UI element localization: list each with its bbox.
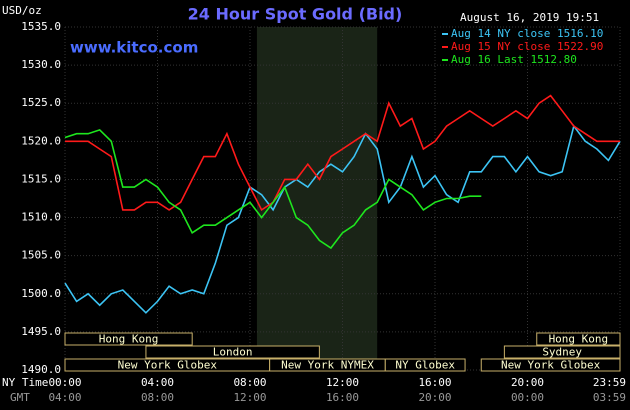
x2-tick-label: 03:59 [593,391,626,404]
y-tick-label: 1495.0 [21,325,61,338]
legend-label: Aug 15 NY close 1522.90 [451,40,603,53]
session-label: New York Globex [501,359,601,372]
session-label: NY Globex [395,359,455,372]
session-box [503,345,621,359]
legend-label: Aug 16 Last 1512.80 [451,53,577,66]
x-tick-label: 20:00 [511,376,544,389]
session-box [384,358,466,372]
session-box [145,345,320,359]
chart-date: August 16, 2019 19:51 [460,11,599,24]
x-tick-label: 00:00 [48,376,81,389]
y-tick-label: 1500.0 [21,287,61,300]
session-label: New York Globex [118,359,218,372]
x2-tick-label: 04:00 [48,391,81,404]
series-line [65,94,620,212]
session-box [536,332,621,346]
x-tick-label: 04:00 [141,376,174,389]
x-tick-label: 23:59 [593,376,626,389]
session-box [64,332,193,346]
y-tick-label: 1515.0 [21,172,61,185]
y-tick-label: 1505.0 [21,249,61,262]
y-tick-label: 1535.0 [21,20,61,33]
chart-title: 24 Hour Spot Gold (Bid) [188,5,403,24]
x2-axis-label: GMT [10,391,30,404]
y-tick-label: 1530.0 [21,58,61,71]
session-label: London [213,346,253,359]
x2-tick-label: 08:00 [141,391,174,404]
series-line [64,124,621,314]
site-label: www.kitco.com [70,39,198,57]
x2-tick-label: 12:00 [233,391,266,404]
x-tick-label: 16:00 [418,376,451,389]
session-label: Hong Kong [549,333,609,346]
y-tick-label: 1510.0 [21,211,61,224]
x-axis-label: NY Time [2,376,48,389]
y-tick-label: 1525.0 [21,96,61,109]
x-tick-label: 12:00 [326,376,359,389]
y-tick-label: 1490.0 [21,363,61,376]
legend-label: Aug 14 NY close 1516.10 [451,27,603,40]
session-box [480,358,621,372]
session-label: New York NYMEX [281,359,374,372]
y-tick-label: 1520.0 [21,134,61,147]
session-label: Sydney [542,346,582,359]
x-tick-label: 08:00 [233,376,266,389]
session-label: Hong Kong [99,333,159,346]
unit-label: USD/oz [2,4,42,17]
x2-tick-label: 20:00 [418,391,451,404]
series-line [64,128,482,250]
x2-tick-label: 16:00 [326,391,359,404]
x2-tick-label: 00:00 [511,391,544,404]
